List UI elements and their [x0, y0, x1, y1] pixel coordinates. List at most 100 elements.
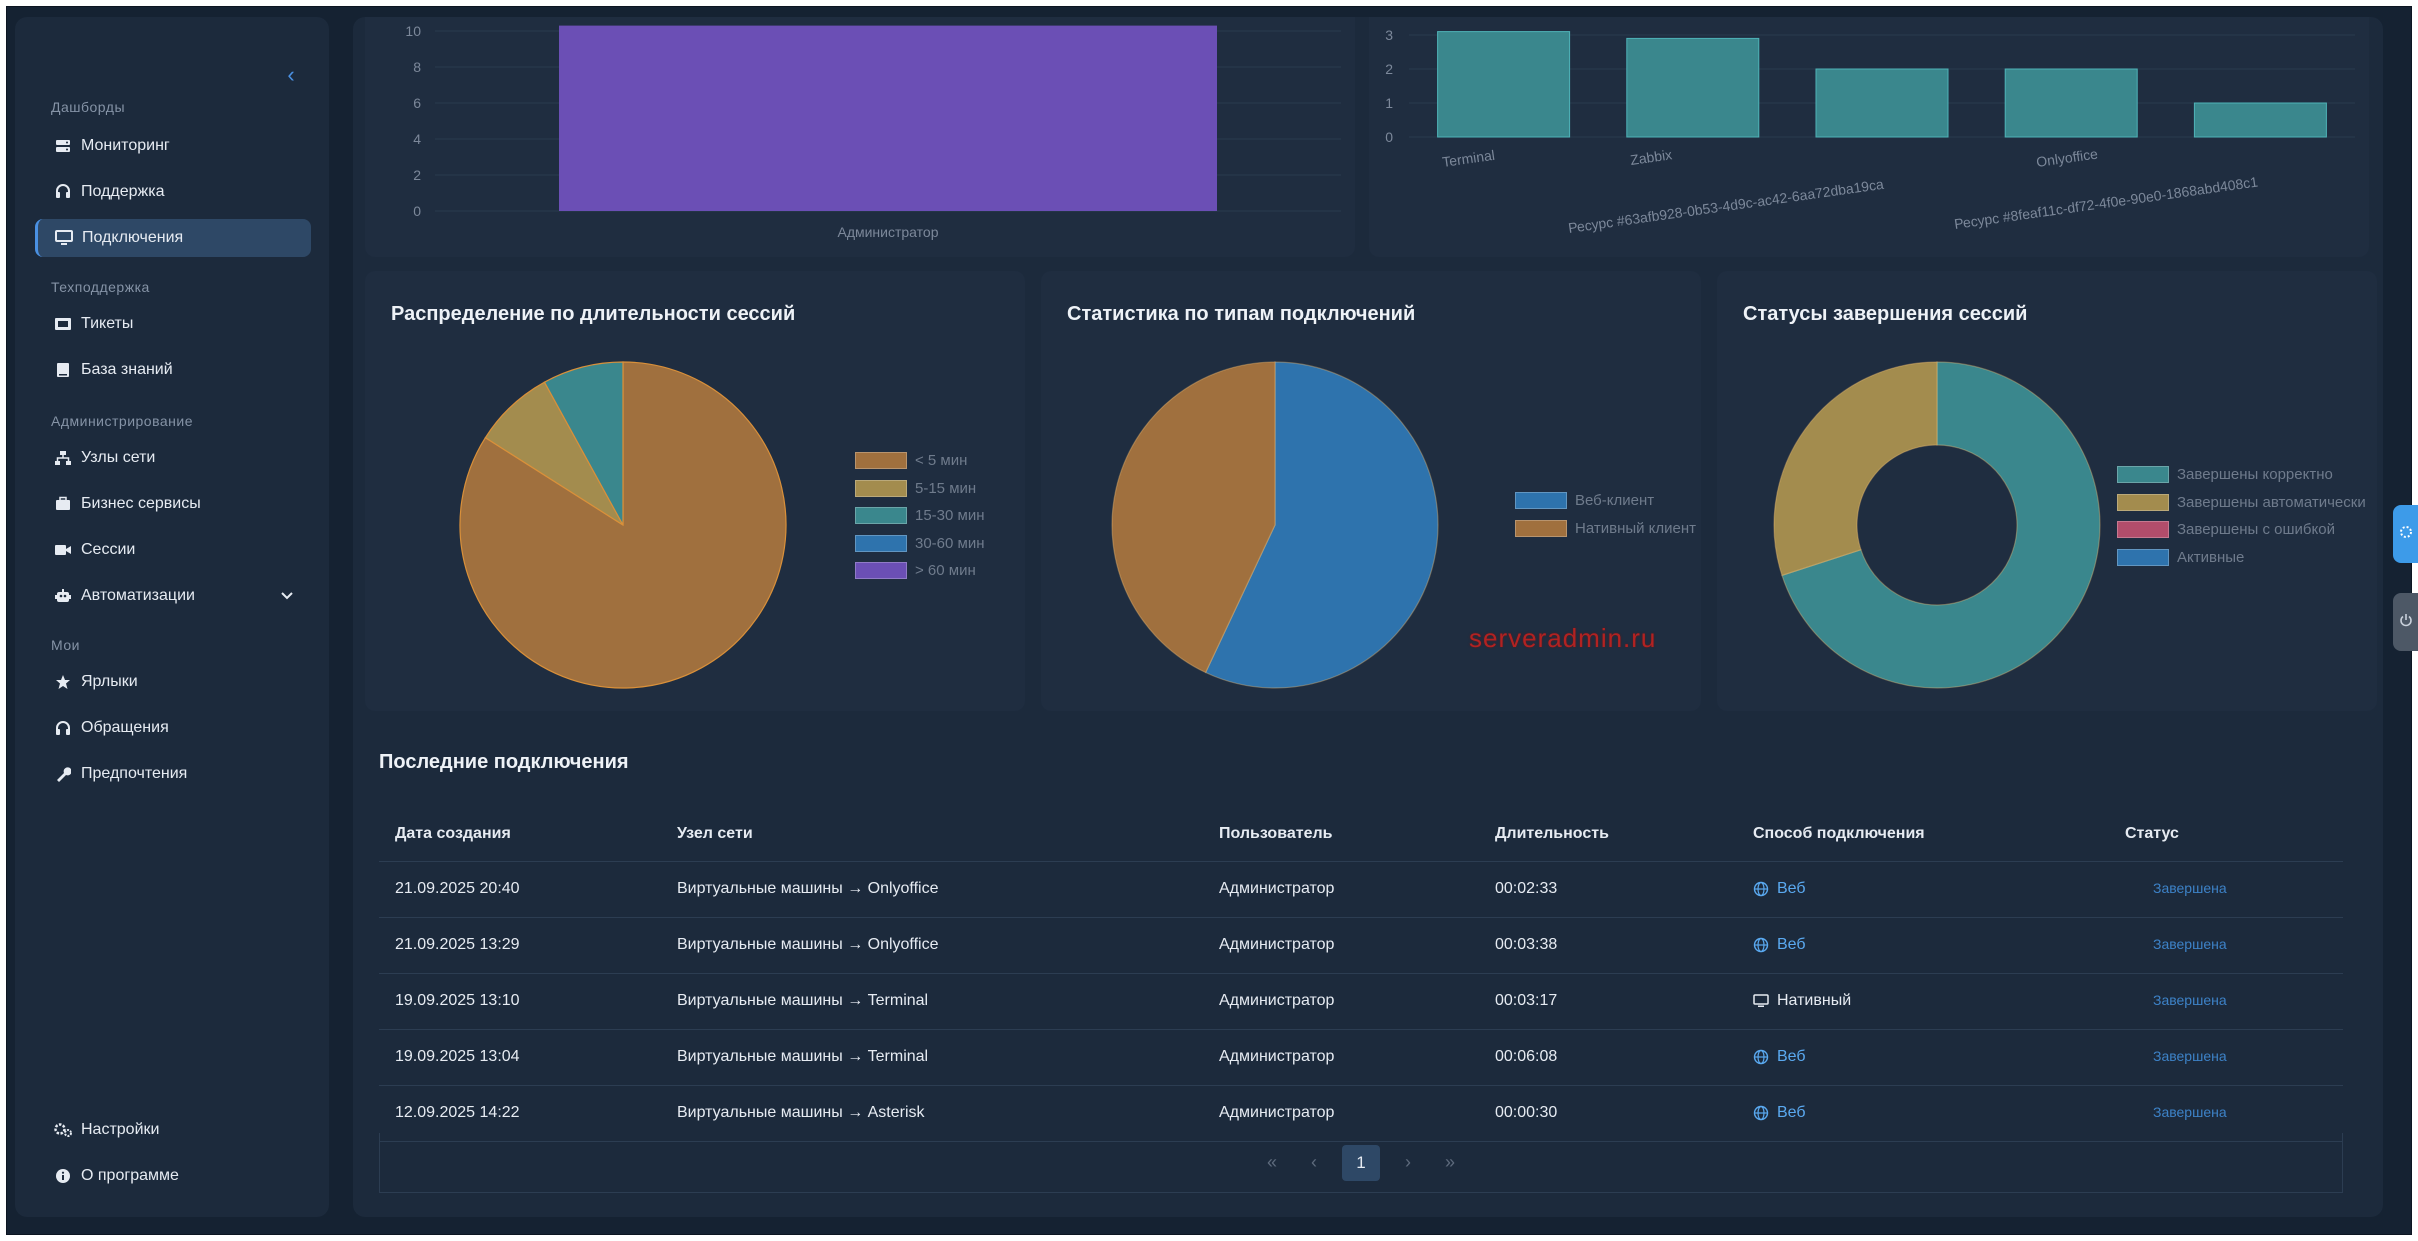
loading-tab-button[interactable]	[2393, 505, 2418, 563]
cell-date: 19.09.2025 13:10	[379, 973, 661, 1030]
column-header-duration[interactable]: Длительность	[1479, 807, 1737, 862]
status-link[interactable]: Завершена	[2153, 936, 2227, 952]
connection-types-pie-title: Статистика по типам подключений	[1067, 303, 1416, 325]
duration-pie-chart	[459, 361, 787, 689]
legend-label: Завершены автоматически	[2177, 493, 2366, 511]
sidebar-item-label: Тикеты	[81, 315, 134, 332]
bar	[2193, 102, 2327, 138]
legend-swatch	[1515, 492, 1567, 510]
legend-swatch	[855, 562, 907, 580]
cell-duration: 00:02:33	[1479, 861, 1737, 918]
pagination-first-button[interactable]: «	[1266, 1152, 1277, 1172]
status-link[interactable]: Завершена	[2153, 880, 2227, 896]
bar	[559, 25, 1217, 211]
cell-node: Виртуальные машины → Asterisk	[661, 1085, 1203, 1142]
legend-item[interactable]: Веб-клиент	[1515, 487, 1696, 515]
session-status-pie-card: Статусы завершения сессий Завершены корр…	[1717, 271, 2377, 711]
status-link[interactable]: Завершена	[2153, 992, 2227, 1008]
sidebar-item-connections[interactable]: Подключения	[35, 219, 311, 257]
sidebar-item-label: Поддержка	[81, 183, 165, 200]
pagination-last-button[interactable]: »	[1444, 1152, 1455, 1172]
table-row[interactable]: 21.09.2025 20:40 Виртуальные машины → Onl…	[379, 861, 2343, 918]
legend-item[interactable]: 15-30 мин	[855, 502, 985, 530]
sidebar-item-business-services[interactable]: Бизнес сервисы	[35, 485, 311, 523]
duration-pie-card: Распределение по длительности сессий < 5…	[365, 271, 1025, 711]
info-icon	[53, 1166, 73, 1186]
legend-item[interactable]: < 5 мин	[855, 447, 985, 475]
sidebar-item-label: База знаний	[81, 361, 173, 378]
sidebar-item-label: Ярлыки	[81, 673, 138, 690]
table-row[interactable]: 21.09.2025 13:29 Виртуальные машины → Onl…	[379, 917, 2343, 974]
table-row[interactable]: 19.09.2025 13:10 Виртуальные машины → Ter…	[379, 973, 2343, 1030]
legend-swatch	[2117, 521, 2169, 539]
sidebar-item-shortcuts[interactable]: Ярлыки	[35, 663, 311, 701]
recent-connections-section: Последние подключения Дата создания Узел…	[379, 723, 2359, 1213]
legend-item[interactable]: Завершены с ошибкой	[2117, 516, 2366, 544]
status-link[interactable]: Завершена	[2153, 1048, 2227, 1064]
power-icon	[2399, 613, 2413, 632]
cell-date: 21.09.2025 20:40	[379, 861, 661, 918]
cell-method: Нативный	[1737, 973, 2109, 1030]
legend-label: Веб-клиент	[1575, 492, 1655, 510]
cell-user: Администратор	[1203, 973, 1479, 1030]
legend-label: Активные	[2177, 548, 2245, 566]
recent-connections-table: Дата создания Узел сети Пользователь Дли…	[379, 807, 2343, 1142]
sidebar-item-about[interactable]: О программе	[35, 1157, 311, 1195]
sidebar-item-label: О программе	[81, 1167, 179, 1184]
pagination-current-page[interactable]: 1	[1342, 1144, 1380, 1181]
cell-status: Завершена	[2109, 973, 2343, 1030]
chevron-down-icon[interactable]	[279, 587, 295, 603]
y-tick-label: 10	[405, 23, 421, 39]
legend-item[interactable]: Активные	[2117, 544, 2366, 572]
sidebar-item-label: Подключения	[82, 229, 184, 246]
sidebar-item-network-nodes[interactable]: Узлы сети	[35, 439, 311, 477]
pagination-prev-button[interactable]: ‹	[1311, 1152, 1317, 1172]
legend-item[interactable]: Завершены корректно	[2117, 461, 2366, 489]
sidebar-item-support[interactable]: Поддержка	[35, 173, 311, 211]
users-bar-chart-card: 10 8 6 4 2 0 Администратор	[365, 17, 1355, 257]
column-header-date[interactable]: Дата создания	[379, 807, 661, 862]
table-header-row: Дата создания Узел сети Пользователь Дли…	[379, 807, 2343, 862]
cell-method: Веб	[1737, 1085, 2109, 1142]
legend-item[interactable]: 5-15 мин	[855, 475, 985, 503]
sidebar-item-label: Настройки	[81, 1121, 160, 1138]
status-link[interactable]: Завершена	[2153, 1104, 2227, 1120]
legend-item[interactable]: > 60 мин	[855, 557, 985, 585]
column-header-method[interactable]: Способ подключения	[1737, 807, 2109, 862]
sidebar-item-automations[interactable]: Автоматизации	[35, 577, 311, 615]
sidebar-item-settings[interactable]: Настройки	[35, 1111, 311, 1149]
legend-label: 5-15 мин	[915, 479, 977, 497]
collapse-sidebar-button[interactable]: ‹	[287, 62, 295, 87]
cell-method: Веб	[1737, 917, 2109, 974]
legend-item[interactable]: Нативный клиент	[1515, 515, 1696, 543]
sidebar-item-label: Бизнес сервисы	[81, 495, 201, 512]
sidebar-item-label: Обращения	[81, 719, 169, 736]
legend-swatch	[2117, 548, 2169, 566]
pagination-next-button[interactable]: ›	[1405, 1152, 1411, 1172]
sidebar-item-tickets[interactable]: Тикеты	[35, 305, 311, 343]
legend-label: < 5 мин	[915, 452, 968, 470]
sidebar-item-knowledge-base[interactable]: База знаний	[35, 351, 311, 389]
column-header-node[interactable]: Узел сети	[661, 807, 1203, 862]
cell-duration: 00:06:08	[1479, 1029, 1737, 1086]
cell-duration: 00:03:38	[1479, 917, 1737, 974]
star-icon	[53, 672, 73, 692]
sidebar-item-preferences[interactable]: Предпочтения	[35, 755, 311, 793]
column-header-status[interactable]: Статус	[2109, 807, 2343, 862]
method-label: Веб	[1777, 880, 1806, 897]
robot-icon	[53, 586, 73, 606]
cell-node: Виртуальные машины → Onlyoffice	[661, 861, 1203, 918]
sidebar-item-requests[interactable]: Обращения	[35, 709, 311, 747]
power-tab-button[interactable]	[2393, 593, 2418, 651]
headset-icon	[53, 182, 73, 202]
table-row[interactable]: 12.09.2025 14:22 Виртуальные машины → Ast…	[379, 1085, 2343, 1142]
legend-item[interactable]: Завершены автоматически	[2117, 489, 2366, 517]
x-tick-label: Zabbix	[1629, 146, 1673, 168]
sidebar-item-monitoring[interactable]: Мониторинг	[35, 127, 311, 165]
bar	[1437, 31, 1571, 138]
sidebar-item-label: Предпочтения	[81, 765, 188, 782]
column-header-user[interactable]: Пользователь	[1203, 807, 1479, 862]
legend-item[interactable]: 30-60 мин	[855, 530, 985, 558]
table-row[interactable]: 19.09.2025 13:04 Виртуальные машины → Ter…	[379, 1029, 2343, 1086]
sidebar-item-sessions[interactable]: Сессии	[35, 531, 311, 569]
